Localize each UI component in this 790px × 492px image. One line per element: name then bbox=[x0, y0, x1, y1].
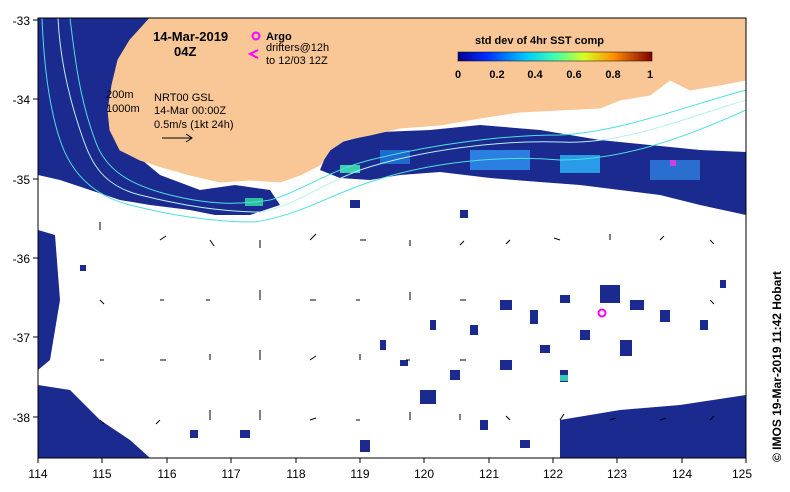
sst-data-se bbox=[560, 395, 746, 458]
x-tick-label: 120 bbox=[414, 467, 434, 481]
x-tick-label: 119 bbox=[350, 467, 369, 481]
sst-data-west bbox=[38, 18, 280, 215]
argo-float-marker bbox=[597, 308, 607, 318]
sst-data-deep-west bbox=[38, 230, 60, 370]
current-time: 14-Mar 00:00Z bbox=[154, 105, 226, 117]
x-tick-label: 125 bbox=[732, 467, 752, 481]
drifters-legend-sub: to 12/03 12Z bbox=[266, 55, 328, 67]
current-vectors bbox=[99, 222, 715, 425]
colorbar-tick: 0.4 bbox=[527, 69, 543, 81]
contour-label-1000m: 1000m bbox=[106, 103, 140, 115]
contour-200m bbox=[57, 18, 746, 213]
x-tick-label: 115 bbox=[92, 467, 111, 481]
y-tick-label: -38 bbox=[13, 411, 31, 425]
x-tick-labels: 114 115 116 117 118 119 120 121 122 123 … bbox=[28, 467, 752, 481]
x-tick-label: 123 bbox=[607, 467, 627, 481]
y-tick-labels: -33 -34 -35 -36 -37 -38 bbox=[13, 14, 31, 425]
argo-legend-icon bbox=[251, 31, 261, 41]
x-tick-label: 117 bbox=[221, 467, 240, 481]
colorbar-tick: 1 bbox=[647, 69, 653, 81]
x-tick-label: 116 bbox=[157, 467, 176, 481]
sst-speckles bbox=[80, 200, 726, 452]
contour-extra bbox=[69, 18, 746, 204]
map-time: 04Z bbox=[174, 44, 196, 59]
y-tick-label: -34 bbox=[13, 93, 31, 107]
contour-label-200m: 200m bbox=[106, 89, 134, 101]
argo-legend-label: Argo bbox=[266, 31, 292, 43]
y-axis bbox=[33, 19, 38, 418]
colorbar-tick: 0.6 bbox=[566, 69, 581, 81]
colorbar-title: std dev of 4hr SST comp bbox=[475, 35, 604, 47]
current-scale: 0.5m/s (1kt 24h) bbox=[154, 119, 233, 131]
x-tick-label: 121 bbox=[479, 467, 499, 481]
drifter-legend-icon bbox=[247, 49, 259, 59]
y-tick-label: -37 bbox=[13, 331, 31, 345]
y-tick-label: -36 bbox=[13, 252, 31, 266]
colorbar-tick: 0 bbox=[455, 69, 461, 81]
y-tick-label: -33 bbox=[13, 14, 31, 28]
colorbar-tick: 0.8 bbox=[605, 69, 620, 81]
x-axis bbox=[37, 458, 747, 463]
map-date: 14-Mar-2019 bbox=[153, 29, 228, 44]
sst-data-sw bbox=[38, 385, 150, 458]
x-tick-label: 124 bbox=[672, 467, 692, 481]
drifters-legend-label: drifters@12h bbox=[266, 42, 329, 54]
colorbar bbox=[457, 51, 653, 62]
y-tick-label: -35 bbox=[13, 173, 31, 187]
current-product: NRT00 GSL bbox=[154, 92, 214, 104]
x-tick-label: 122 bbox=[543, 467, 563, 481]
x-tick-label: 114 bbox=[28, 467, 47, 481]
colorbar-ticks: 0 0.2 0.4 0.6 0.8 1 bbox=[455, 69, 653, 81]
x-tick-label: 118 bbox=[286, 467, 305, 481]
scale-arrow bbox=[162, 133, 193, 143]
credit: © IMOS 19-Mar-2019 11:42 Hobart bbox=[770, 271, 784, 462]
colorbar-tick: 0.2 bbox=[489, 69, 504, 81]
contour-1000m bbox=[41, 18, 746, 223]
plot-frame bbox=[37, 17, 747, 459]
